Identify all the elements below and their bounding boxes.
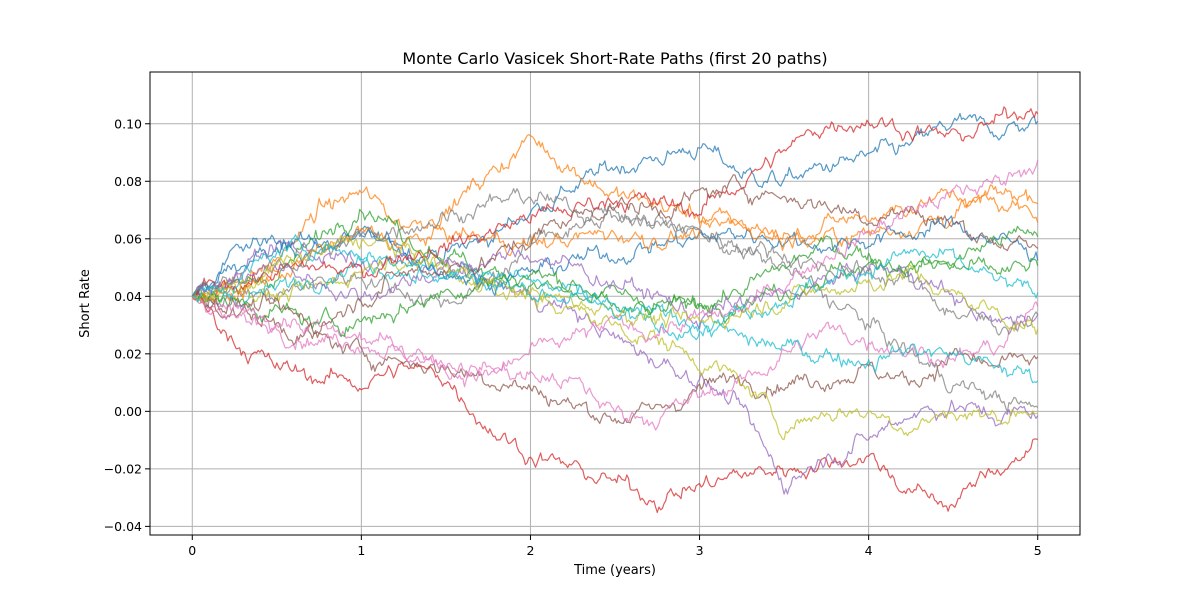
path-series-14 — [191, 106, 1039, 297]
path-series-4 — [191, 296, 1038, 514]
y-tick-label: 0.04 — [114, 289, 142, 304]
axis-ticks: 0 1 2 3 4 5 −0.04 −0.02 0.00 0.02 0.04 0.06 0.08 0.10 — [104, 116, 1042, 558]
path-series-19 — [192, 234, 1039, 336]
series-paths — [191, 106, 1039, 514]
plot-frame — [149, 71, 1081, 536]
path-series-11 — [191, 215, 1039, 297]
y-tick-label: 0.00 — [114, 404, 142, 419]
path-series-9 — [191, 250, 1038, 441]
y-axis-label: Short Rate — [78, 269, 93, 338]
x-axis-label: Time (years) — [573, 563, 656, 578]
path-series-10 — [191, 255, 1039, 384]
path-series-12 — [191, 187, 1039, 304]
path-series-15 — [191, 246, 1039, 330]
path-series-16 — [191, 174, 1039, 339]
x-tick-label: 5 — [1034, 543, 1042, 558]
path-series-7 — [191, 291, 1039, 431]
path-series-6 — [192, 290, 1039, 425]
x-tick-label: 1 — [357, 543, 365, 558]
y-tick-label: 0.10 — [114, 116, 142, 131]
chart-title: Monte Carlo Vasicek Short-Rate Paths (fi… — [402, 49, 827, 68]
x-tick-label: 0 — [188, 543, 196, 558]
x-tick-label: 2 — [526, 543, 534, 558]
y-tick-label: −0.04 — [104, 519, 142, 534]
x-tick-label: 3 — [696, 543, 704, 558]
path-series-20 — [192, 234, 1039, 341]
y-tick-label: −0.02 — [104, 461, 142, 476]
y-tick-label: 0.06 — [114, 231, 142, 246]
path-series-5 — [192, 239, 1039, 495]
y-tick-label: 0.08 — [114, 174, 142, 189]
x-tick-label: 4 — [865, 543, 873, 558]
path-series-2 — [192, 134, 1039, 302]
path-series-18 — [191, 188, 1039, 336]
path-series-13 — [192, 255, 1039, 338]
y-tick-label: 0.02 — [114, 346, 142, 361]
path-series-8 — [191, 205, 1039, 413]
